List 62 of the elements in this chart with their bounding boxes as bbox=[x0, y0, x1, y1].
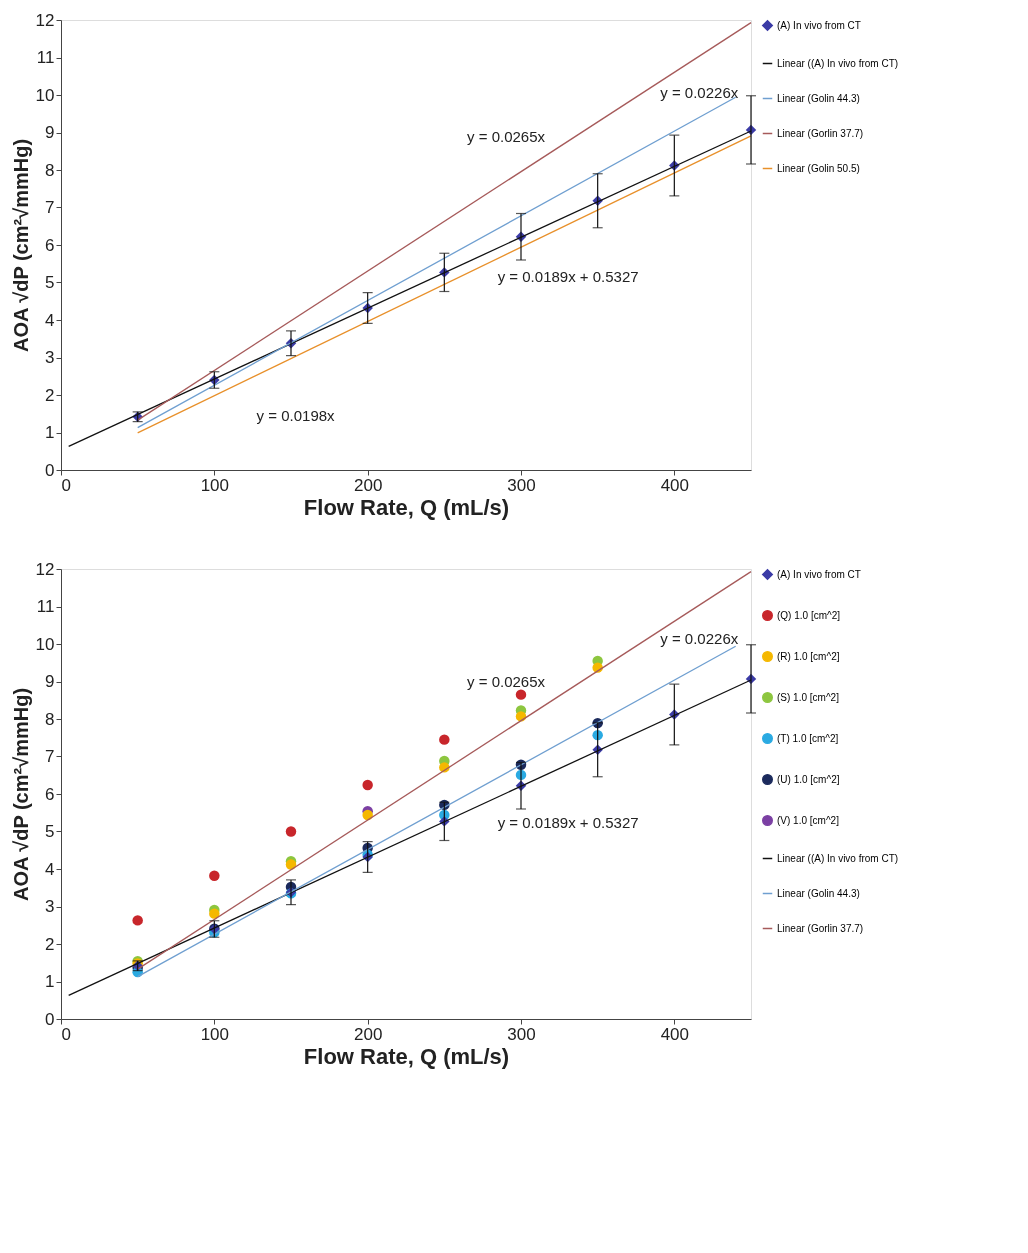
x-axis-title: Flow Rate, Q (mL/s) bbox=[303, 494, 510, 520]
legend-label: (V) 1.0 [cm^2] bbox=[777, 814, 840, 826]
x-tick-label: 400 bbox=[660, 475, 690, 495]
y-tick-label: 9 bbox=[45, 123, 55, 142]
legend-label: Linear (Gorlin 37.7) bbox=[777, 922, 864, 934]
legend-label: (U) 1.0 [cm^2] bbox=[777, 773, 840, 785]
y-tick-label: 4 bbox=[45, 310, 55, 330]
y-tick-label: 8 bbox=[45, 709, 55, 729]
annotation: y = 0.0198x bbox=[256, 407, 336, 424]
y-tick-label: 11 bbox=[36, 597, 55, 616]
x-tick-label: 400 bbox=[660, 1024, 690, 1044]
y-tick-label: 6 bbox=[45, 784, 55, 804]
x-tick-label: 0 bbox=[61, 1024, 71, 1044]
legend-label: Linear (Gorlin 37.7) bbox=[777, 127, 864, 139]
y-tick-label: 0 bbox=[45, 1009, 55, 1029]
y-tick-label: 4 bbox=[45, 859, 55, 879]
y-tick-label: 7 bbox=[45, 747, 55, 766]
y-tick-label: 1 bbox=[45, 423, 55, 442]
annotation: y = 0.0226x bbox=[660, 629, 739, 647]
y-tick-label: 12 bbox=[35, 10, 55, 30]
y-tick-label: 12 bbox=[35, 559, 55, 579]
y-tick-label: 10 bbox=[35, 85, 55, 105]
y-tick-label: 8 bbox=[45, 160, 55, 180]
legend-label: (T) 1.0 [cm^2] bbox=[777, 732, 839, 744]
legend-label: (A) In vivo from CT bbox=[777, 568, 861, 580]
y-tick-label: 0 bbox=[45, 460, 55, 480]
y-tick-label: 2 bbox=[45, 385, 55, 405]
y-tick-label: 3 bbox=[45, 897, 55, 916]
y-tick-label: 1 bbox=[45, 972, 55, 991]
annotation: y = 0.0265x bbox=[467, 128, 546, 145]
x-tick-label: 200 bbox=[353, 1024, 383, 1044]
legend-label: Linear ((A) In vivo from CT) bbox=[777, 852, 899, 864]
y-tick-label: 9 bbox=[45, 672, 55, 691]
y-axis-title: AOA √dP (cm²√mmHg) bbox=[9, 138, 32, 353]
x-axis-title: Flow Rate, Q (mL/s) bbox=[303, 1043, 510, 1069]
x-tick-label: 300 bbox=[507, 1024, 536, 1044]
annotation: y = 0.0265x bbox=[467, 673, 546, 691]
legend-label: (S) 1.0 [cm^2] bbox=[777, 691, 840, 703]
legend-label: Linear ((A) In vivo from CT) bbox=[777, 57, 899, 69]
legend-label: Linear (Golin 44.3) bbox=[777, 92, 860, 104]
y-tick-label: 5 bbox=[45, 273, 55, 292]
annotation: y = 0.0189x + 0.5327 bbox=[497, 814, 639, 832]
legend-label: Linear (Golin 44.3) bbox=[777, 887, 860, 899]
annotation: y = 0.0189x + 0.5327 bbox=[497, 267, 639, 285]
annotation: y = 0.0226x bbox=[660, 84, 739, 102]
y-tick-label: 7 bbox=[45, 198, 55, 217]
x-tick-label: 200 bbox=[353, 475, 383, 495]
y-tick-label: 2 bbox=[45, 934, 55, 954]
y-tick-label: 3 bbox=[45, 348, 55, 367]
y-tick-label: 10 bbox=[35, 634, 55, 654]
y-tick-label: 5 bbox=[45, 822, 55, 841]
x-tick-label: 100 bbox=[200, 1024, 230, 1044]
legend-label: Linear (Golin 50.5) bbox=[777, 162, 860, 174]
x-tick-label: 100 bbox=[200, 475, 230, 495]
legend-label: (A) In vivo from CT bbox=[777, 19, 861, 31]
x-tick-label: 0 bbox=[61, 475, 71, 495]
y-tick-label: 11 bbox=[36, 48, 55, 67]
y-tick-label: 6 bbox=[45, 235, 55, 255]
x-tick-label: 300 bbox=[507, 475, 536, 495]
legend-label: (Q) 1.0 [cm^2] bbox=[777, 609, 841, 621]
legend-label: (R) 1.0 [cm^2] bbox=[777, 650, 840, 662]
y-axis-title: AOA √dP (cm²√mmHg) bbox=[9, 687, 32, 902]
